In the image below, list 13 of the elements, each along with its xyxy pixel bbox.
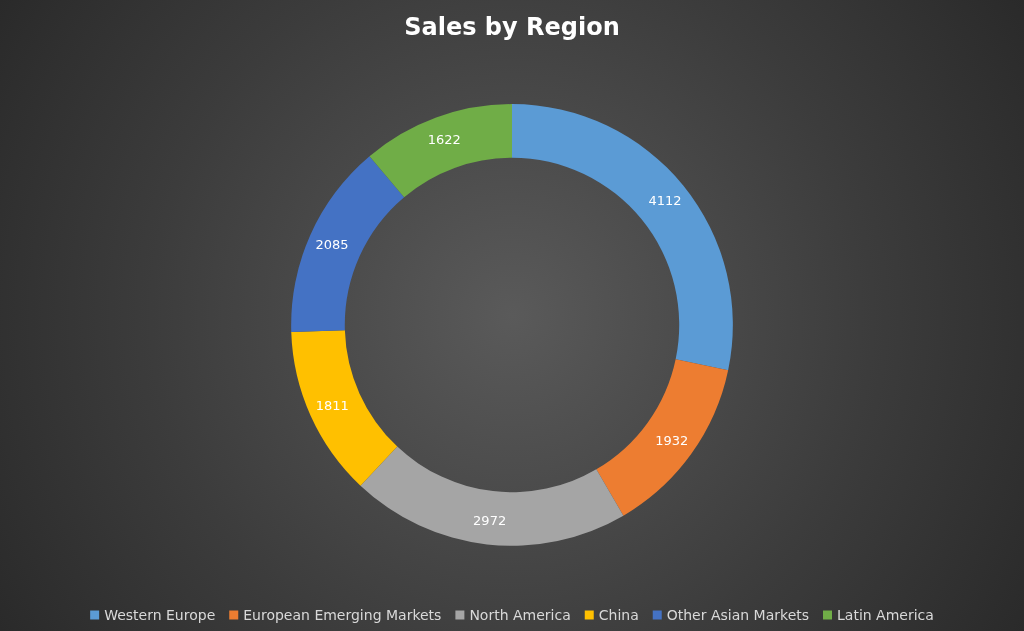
data-label: 4112 (648, 193, 682, 209)
legend-label: China (598, 607, 639, 623)
data-label: 1622 (427, 132, 461, 148)
legend-label: Western Europe (104, 607, 216, 623)
legend-label: North America (469, 607, 571, 623)
legend-label: Latin America (837, 607, 934, 623)
data-label: 1811 (315, 398, 349, 414)
data-label: 1932 (655, 432, 689, 448)
legend-label: European Emerging Markets (243, 607, 442, 623)
data-label: 2972 (473, 513, 507, 529)
data-label: 2085 (315, 237, 349, 253)
legend-label: Other Asian Markets (666, 607, 810, 623)
chart-title: Sales by Region (404, 13, 620, 41)
